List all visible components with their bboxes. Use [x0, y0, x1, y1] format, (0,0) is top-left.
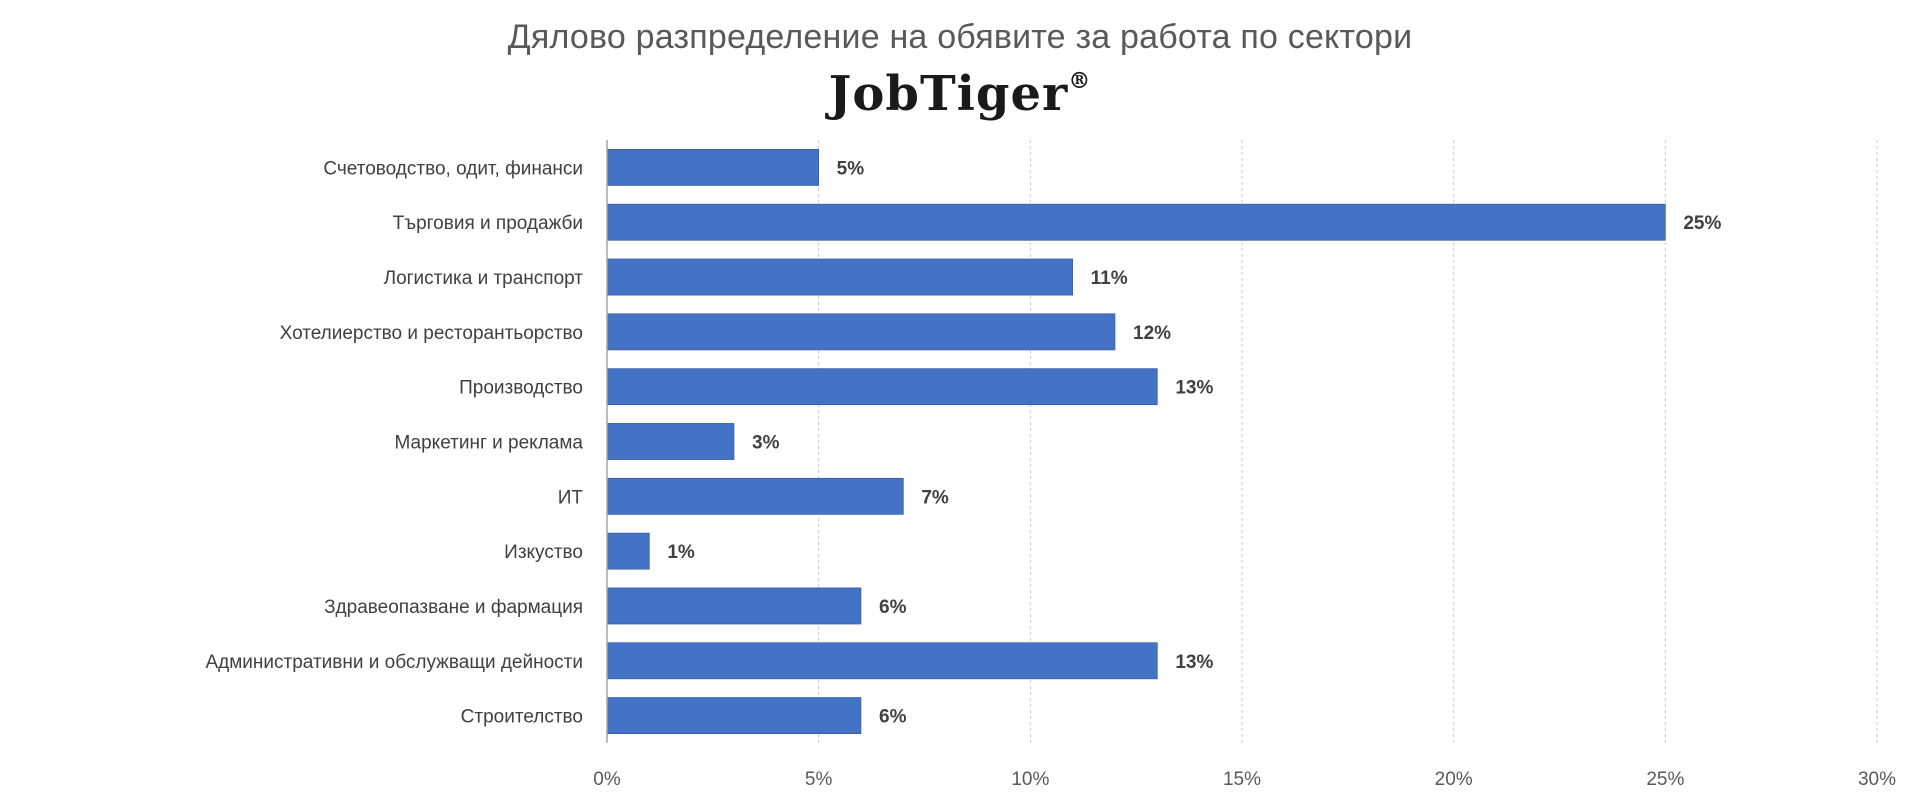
data-label: 11%	[1091, 268, 1128, 289]
x-tick-label: 5%	[805, 769, 833, 790]
data-label: 6%	[879, 707, 907, 728]
bar	[606, 697, 862, 734]
data-label: 5%	[837, 158, 865, 179]
category-label: Маркетинг и реклама	[395, 433, 584, 454]
x-tick-label: 15%	[1223, 769, 1261, 790]
category-label: Изкуство	[504, 542, 583, 563]
chart-title: Дялово разпределение на обявите за работ…	[507, 18, 1413, 56]
logo-text: JobTiger	[828, 66, 1069, 122]
x-tick-label: 0%	[593, 769, 621, 790]
category-label: Хотелиерство и ресторантьорство	[280, 323, 583, 344]
x-tick-label: 25%	[1646, 769, 1684, 790]
bar	[606, 203, 1666, 241]
category-label: Строителство	[461, 707, 583, 728]
registered-mark: ®	[1068, 68, 1092, 94]
data-label: 25%	[1683, 213, 1721, 234]
bar	[606, 258, 1073, 296]
category-label: Производство	[459, 378, 583, 399]
category-label: Административни и обслужващи дейности	[205, 652, 583, 673]
bar	[606, 313, 1116, 351]
bar	[606, 642, 1158, 680]
bar	[606, 149, 819, 186]
data-label: 7%	[921, 487, 949, 508]
bar	[606, 477, 904, 515]
data-label: 6%	[879, 597, 907, 618]
bar	[606, 423, 735, 460]
bar	[606, 368, 1158, 406]
data-label: 12%	[1133, 323, 1171, 344]
data-label: 13%	[1175, 652, 1213, 673]
data-label: 13%	[1175, 378, 1213, 399]
category-label: Здравеопазване и фармация	[324, 597, 583, 618]
bar	[606, 587, 862, 625]
data-label: 1%	[667, 542, 695, 563]
category-label: Счетоводство, одит, финанси	[323, 158, 583, 179]
category-label: Търговия и продажби	[393, 213, 583, 234]
x-tick-label: 30%	[1858, 769, 1896, 790]
category-label: ИТ	[558, 487, 584, 508]
category-label: Логистика и транспорт	[384, 268, 584, 289]
bar	[606, 532, 650, 570]
jobtiger-logo: JobTiger®	[0, 66, 1920, 122]
x-tick-label: 10%	[1011, 769, 1049, 790]
data-label: 3%	[752, 433, 780, 454]
x-tick-label: 20%	[1435, 769, 1473, 790]
